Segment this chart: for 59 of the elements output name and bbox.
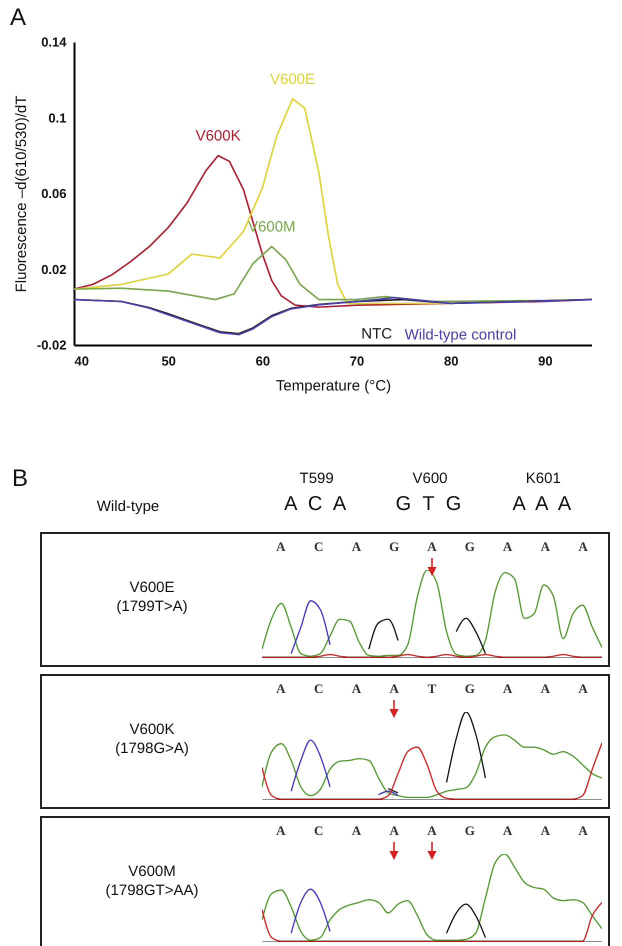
y-axis-title: Fluorescence –d(610/530)/dT — [12, 96, 30, 292]
text: (1799T>A) — [116, 598, 188, 615]
x-tick-label: 90 — [538, 354, 553, 368]
x-tick-label: 80 — [444, 354, 458, 368]
text: C — [314, 539, 324, 555]
text: A — [390, 823, 399, 839]
text: A — [352, 823, 362, 839]
text: K601 — [526, 469, 561, 488]
y-tick-label: 0.06 — [41, 186, 66, 201]
text: Wild-type — [96, 497, 160, 516]
text: T — [428, 681, 436, 697]
text: T599 — [300, 469, 334, 488]
text: V600E — [129, 579, 175, 596]
text: C — [314, 823, 324, 839]
text: A — [502, 823, 512, 839]
text: C — [314, 681, 324, 697]
text: G — [389, 539, 400, 555]
text: B — [12, 465, 28, 493]
text: A — [502, 681, 512, 697]
text: A — [578, 823, 588, 839]
text: A — [540, 539, 550, 555]
text: G — [464, 823, 475, 839]
text: A — [427, 823, 437, 839]
y-tick-label: 0.02 — [41, 262, 66, 277]
text: A — [276, 681, 286, 697]
text: A — [352, 681, 362, 697]
text: A — [540, 681, 550, 697]
series-label: NTC — [361, 326, 392, 343]
text: A — [276, 823, 286, 839]
x-tick-label: 70 — [350, 354, 364, 368]
text: A — [578, 681, 588, 697]
text: A — [502, 539, 512, 555]
text: G — [464, 681, 475, 697]
text: V600 — [412, 469, 448, 488]
x-tick-label: 40 — [74, 354, 89, 368]
text: V600K — [129, 721, 175, 738]
series-label: V600E — [270, 70, 316, 88]
x-tick-label: 50 — [161, 354, 176, 368]
text: A C A — [284, 493, 350, 515]
text: G — [464, 539, 475, 555]
text: V600M — [128, 863, 176, 880]
x-axis-title: Temperature (°C) — [276, 378, 392, 394]
text: A — [540, 823, 550, 839]
series-label: Wild-type control — [404, 326, 516, 344]
series-label: V600K — [196, 128, 241, 145]
text: A — [390, 681, 399, 697]
text: A — [10, 4, 26, 32]
y-tick-label: 0.14 — [41, 34, 68, 50]
text: A — [578, 539, 588, 555]
y-tick-label: 0.1 — [48, 110, 66, 126]
text: A — [352, 539, 362, 555]
text: (1798G>A) — [115, 740, 189, 757]
text: (1798GT>AA) — [106, 882, 198, 899]
text: A — [427, 539, 437, 555]
x-tick-label: 60 — [256, 354, 270, 368]
text: A A A — [512, 493, 574, 515]
y-tick-label: -0.02 — [36, 338, 66, 352]
text: G T G — [396, 493, 464, 515]
text: A — [276, 539, 286, 555]
